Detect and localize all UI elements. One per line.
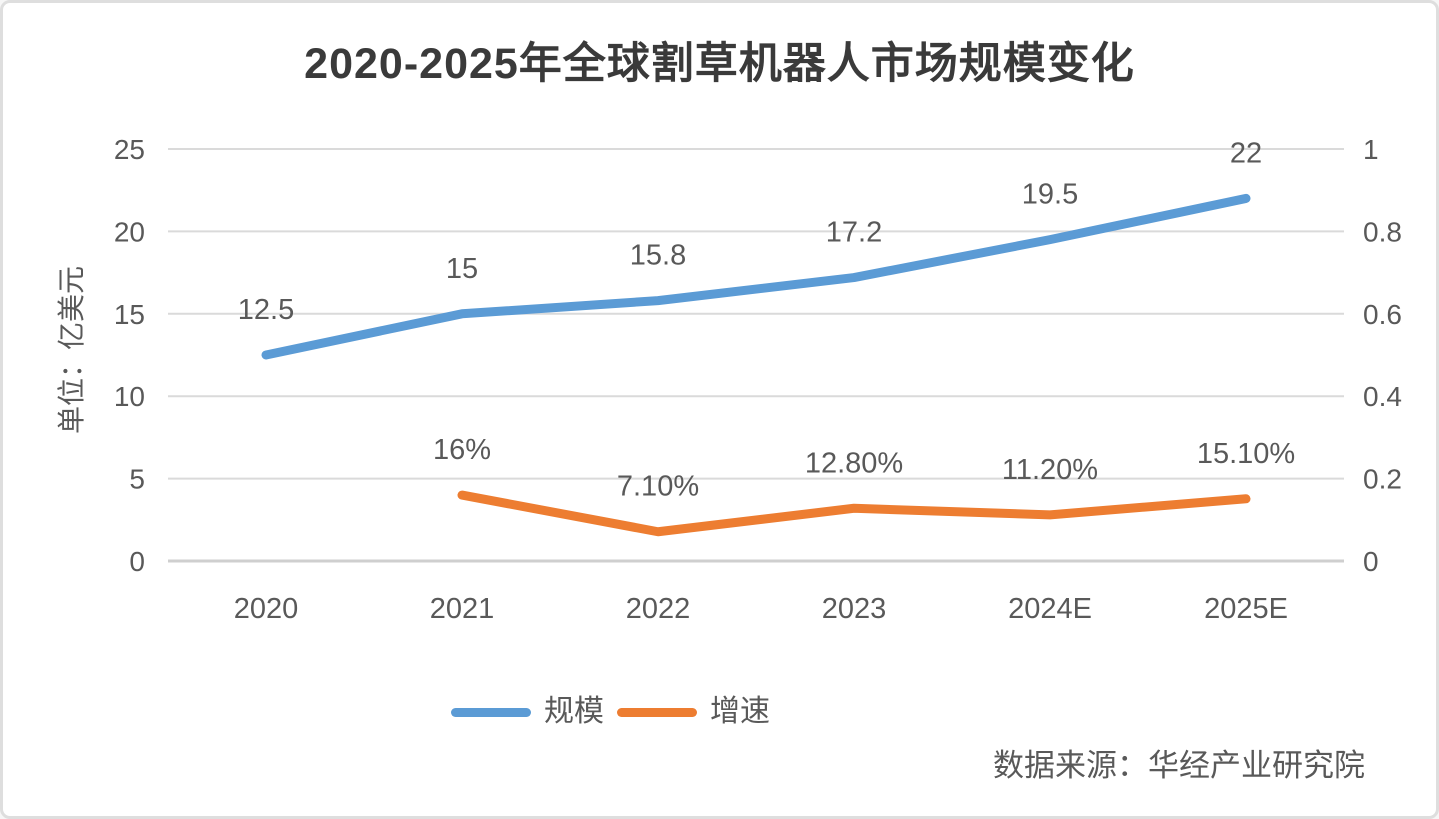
data-label: 7.10%	[617, 471, 699, 503]
right-axis-tick-label: 1	[1363, 134, 1379, 165]
data-label: 11.20%	[1002, 454, 1098, 486]
right-axis-tick-label: 0.2	[1363, 464, 1402, 495]
right-axis-tick-label: 0.8	[1363, 216, 1402, 247]
data-label: 22	[1230, 137, 1262, 169]
legend-item-scale: 规模	[451, 697, 604, 727]
right-axis-tick-label: 0.6	[1363, 299, 1402, 330]
x-axis-tick-label: 2024E	[1008, 593, 1092, 625]
data-label: 19.5	[1022, 179, 1078, 211]
x-axis-tick-labels: 2020 2021 2022 2023 2024E 2025E	[234, 593, 1288, 625]
series-lines	[261, 193, 1251, 537]
legend-line-swatch-growth	[617, 707, 697, 717]
series-line-规模	[261, 193, 1251, 360]
data-label: 12.5	[238, 294, 294, 326]
data-source-note: 数据来源：华经产业研究院	[993, 748, 1365, 783]
legend-item-growth: 增速	[617, 697, 770, 727]
right-axis-tick-label: 0.4	[1363, 381, 1402, 412]
series-line-增速	[457, 490, 1251, 537]
legend-label-scale: 规模	[544, 695, 604, 728]
right-axis-tick-label: 0	[1363, 546, 1379, 577]
left-axis-tick-label: 5	[129, 464, 145, 495]
data-label: 15	[446, 253, 478, 285]
data-label: 16%	[433, 434, 491, 466]
gridlines	[168, 148, 1344, 563]
x-axis-tick-label: 2020	[234, 593, 299, 625]
legend-line-swatch-scale	[451, 707, 531, 717]
x-axis-tick-label: 2021	[430, 593, 495, 625]
left-axis-tick-label: 25	[114, 134, 145, 165]
data-label: 15.8	[630, 240, 686, 272]
data-labels: 12.5 15 15.8 17.2 19.5 22 16% 7.10% 12.80% 11.20%…	[238, 137, 1295, 502]
x-axis-tick-label: 2023	[822, 593, 887, 625]
left-axis-tick-label: 20	[114, 216, 145, 247]
x-axis-tick-label: 2022	[626, 593, 691, 625]
data-label: 12.80%	[805, 447, 903, 479]
chart-title: 2020-2025年全球割草机器人市场规模变化	[304, 40, 1135, 88]
x-axis-tick-label: 2025E	[1204, 593, 1288, 625]
right-axis-tick-labels: 0 0.2 0.4 0.6 0.8 1	[1363, 134, 1402, 577]
legend: 规模 增速	[451, 697, 770, 727]
data-label: 17.2	[826, 217, 882, 249]
legend-label-growth: 增速	[710, 695, 770, 728]
data-label: 15.10%	[1197, 438, 1295, 470]
left-axis-tick-labels: 0 5 10 15 20 25	[114, 134, 145, 577]
left-axis-tick-label: 10	[114, 381, 145, 412]
left-axis-tick-label: 0	[129, 546, 145, 577]
left-axis-tick-label: 15	[114, 299, 145, 330]
